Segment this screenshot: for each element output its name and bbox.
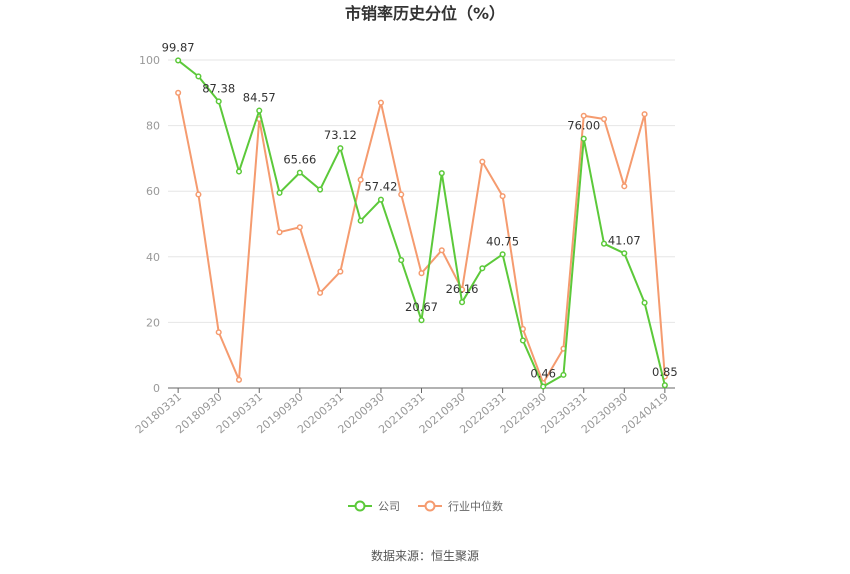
data-point[interactable] bbox=[276, 189, 283, 196]
data-point[interactable] bbox=[418, 317, 425, 324]
data-point[interactable] bbox=[519, 337, 526, 344]
data-label: 40.75 bbox=[486, 234, 519, 248]
legend-label: 行业中位数 bbox=[448, 499, 503, 513]
data-label: 0.46 bbox=[530, 366, 556, 380]
legend-label: 公司 bbox=[378, 500, 400, 513]
data-point[interactable] bbox=[621, 183, 628, 190]
data-point[interactable] bbox=[235, 168, 243, 175]
chart-title: 市销率历史分位（%） bbox=[345, 4, 505, 23]
y-tick-label: 100 bbox=[139, 54, 160, 67]
data-label: 20.67 bbox=[405, 300, 438, 314]
data-point[interactable] bbox=[479, 265, 486, 272]
data-point[interactable] bbox=[398, 191, 405, 198]
data-label: 73.12 bbox=[324, 128, 357, 142]
data-label: 84.57 bbox=[243, 91, 276, 105]
y-tick-label: 60 bbox=[146, 185, 160, 198]
data-point[interactable] bbox=[398, 257, 405, 264]
legend-swatch-marker bbox=[424, 500, 436, 512]
data-point[interactable] bbox=[540, 383, 547, 390]
data-label: 99.87 bbox=[162, 40, 195, 54]
data-point[interactable] bbox=[479, 158, 486, 165]
data-point[interactable] bbox=[195, 191, 202, 198]
data-point[interactable] bbox=[357, 176, 364, 183]
data-point[interactable] bbox=[438, 170, 445, 177]
data-point[interactable] bbox=[276, 229, 283, 236]
data-point[interactable] bbox=[337, 145, 344, 152]
legend[interactable]: 公司 行业中位数 bbox=[348, 499, 503, 513]
data-point[interactable] bbox=[600, 240, 608, 247]
data-point[interactable] bbox=[215, 98, 222, 105]
y-tick-label: 0 bbox=[153, 382, 160, 395]
data-label: 41.07 bbox=[608, 233, 641, 247]
data-point[interactable] bbox=[256, 107, 263, 114]
data-point[interactable] bbox=[235, 376, 243, 383]
data-label: 65.66 bbox=[283, 153, 316, 167]
data-point[interactable] bbox=[317, 289, 324, 296]
data-point[interactable] bbox=[580, 112, 587, 119]
data-point[interactable] bbox=[580, 135, 587, 142]
data-point[interactable] bbox=[215, 329, 222, 336]
data-point[interactable] bbox=[296, 224, 303, 231]
data-point[interactable] bbox=[560, 371, 567, 378]
y-tick-label: 20 bbox=[146, 316, 160, 329]
data-label: 76.00 bbox=[567, 119, 600, 133]
data-label: 87.38 bbox=[202, 81, 235, 95]
source-note: 数据来源：恒生聚源 bbox=[371, 548, 479, 563]
data-point[interactable] bbox=[296, 169, 303, 176]
grid bbox=[168, 59, 675, 323]
data-point[interactable] bbox=[499, 193, 506, 200]
data-point[interactable] bbox=[337, 268, 344, 275]
series-layer bbox=[175, 57, 668, 390]
data-point[interactable] bbox=[641, 299, 648, 306]
data-point[interactable] bbox=[621, 250, 628, 257]
data-label: 57.42 bbox=[364, 180, 397, 194]
y-tick-label: 40 bbox=[146, 251, 160, 264]
data-point[interactable] bbox=[175, 89, 182, 96]
data-label: 26.16 bbox=[446, 282, 479, 296]
data-point[interactable] bbox=[377, 196, 384, 203]
data-point[interactable] bbox=[661, 382, 668, 389]
data-label: 0.85 bbox=[652, 365, 678, 379]
data-labels: 99.87 87.38 84.57 65.66 73.12 57.42 20.67 26.16… bbox=[162, 40, 678, 380]
data-point[interactable] bbox=[317, 186, 324, 193]
data-point[interactable] bbox=[195, 73, 202, 80]
data-point[interactable] bbox=[459, 299, 466, 306]
data-point[interactable] bbox=[357, 217, 364, 224]
data-point[interactable] bbox=[438, 247, 445, 254]
data-point[interactable] bbox=[418, 270, 425, 277]
legend-item[interactable]: 公司 bbox=[348, 500, 400, 513]
data-point[interactable] bbox=[175, 57, 182, 64]
data-point[interactable] bbox=[377, 99, 384, 106]
data-point[interactable] bbox=[499, 251, 506, 258]
data-point[interactable] bbox=[641, 111, 648, 118]
data-point[interactable] bbox=[600, 115, 608, 123]
y-tick-label: 80 bbox=[146, 120, 160, 133]
legend-swatch-marker bbox=[354, 500, 366, 512]
legend-item[interactable]: 行业中位数 bbox=[418, 499, 503, 513]
axes: 0204060801002018033120180930201903312019… bbox=[133, 54, 675, 436]
